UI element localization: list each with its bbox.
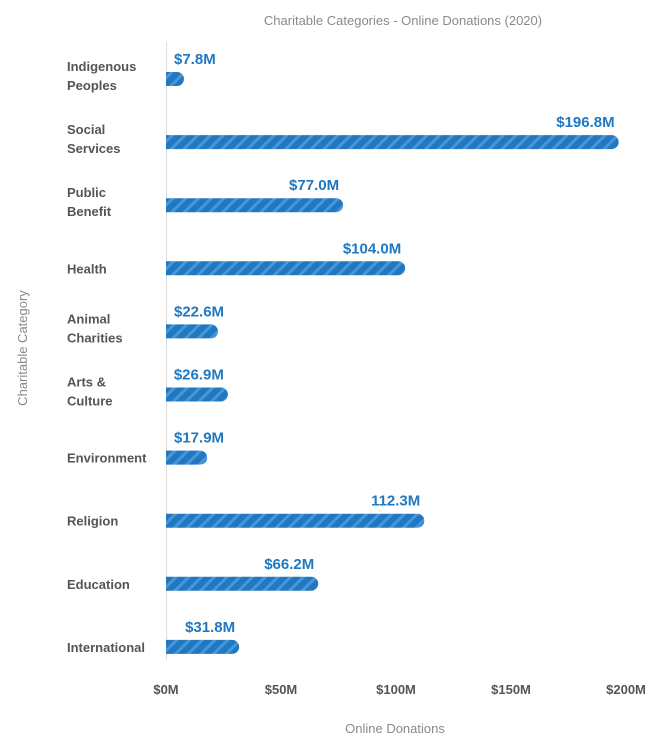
value-label: $66.2M xyxy=(264,556,314,573)
bar xyxy=(166,639,240,654)
value-label: 112.3M xyxy=(371,493,420,510)
x-tick-label: $200M xyxy=(606,682,646,697)
category-label: Social Services xyxy=(67,122,121,156)
chart-title: Charitable Categories - Online Donations… xyxy=(264,13,542,28)
category-label: Animal Charities xyxy=(67,311,123,345)
value-label: $26.9M xyxy=(174,367,224,384)
category-labels: Indigenous Peoples Social Services Public Ben… xyxy=(67,59,147,655)
value-label: $7.8M xyxy=(174,51,216,68)
category-label: Environment xyxy=(67,451,147,466)
x-axis-title: Online Donations xyxy=(345,721,445,736)
category-label: Public Benefit xyxy=(67,185,112,219)
x-tick-label: $50M xyxy=(265,682,298,697)
bar xyxy=(166,576,319,591)
bar xyxy=(166,198,344,213)
x-tick-label: $0M xyxy=(153,682,178,697)
bar xyxy=(166,450,208,465)
y-axis-title: Charitable Category xyxy=(15,290,30,406)
value-label: $17.9M xyxy=(174,430,224,447)
value-labels: $7.8M $196.8M $77.0M $104.0M $22.6M $26.9M $17… xyxy=(174,51,615,636)
x-axis-ticks: $0M $50M $100M $150M $200M xyxy=(153,682,646,697)
bar xyxy=(166,261,406,276)
bar xyxy=(166,72,184,86)
category-label: Health xyxy=(67,261,107,276)
bar xyxy=(166,135,619,150)
value-label: $196.8M xyxy=(556,114,614,131)
bars xyxy=(166,72,619,654)
value-label: $104.0M xyxy=(343,240,401,257)
value-label: $77.0M xyxy=(289,177,339,194)
category-label: Arts & Culture xyxy=(67,375,113,409)
bar xyxy=(166,324,218,339)
category-label: Indigenous Peoples xyxy=(67,59,136,93)
category-label: International xyxy=(67,640,145,655)
x-tick-label: $150M xyxy=(491,682,531,697)
value-label: $22.6M xyxy=(174,303,224,320)
category-label: Religion xyxy=(67,514,118,529)
value-label: $31.8M xyxy=(185,619,235,636)
bar xyxy=(166,513,425,528)
category-label: Education xyxy=(67,577,130,592)
x-tick-label: $100M xyxy=(376,682,416,697)
bar xyxy=(166,387,228,402)
